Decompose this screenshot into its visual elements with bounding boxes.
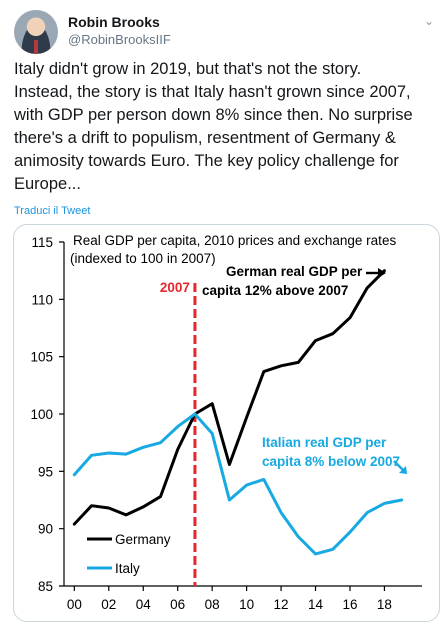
annotation-germany-line: capita 12% above 2007 [202, 283, 348, 298]
chart-axes: 85 90 95 100 105 110 115 00 02 04 06 08 10 12 14 16 18 [30, 235, 422, 612]
x-tick-label: 14 [308, 597, 324, 612]
annotation-italy-arrow [393, 460, 404, 471]
author-handle[interactable]: @RobinBrooksIIF [68, 32, 171, 47]
reference-line-label: 2007 [160, 280, 190, 295]
x-tick-label: 00 [67, 597, 82, 612]
x-tick-label: 06 [170, 597, 185, 612]
x-tick-label: 10 [239, 597, 254, 612]
y-tick-label: 110 [31, 292, 53, 307]
chart-title: Real GDP per capita, 2010 prices and exc… [73, 233, 396, 248]
chart-subtitle: (indexed to 100 in 2007) [70, 251, 216, 266]
tweet-header: Robin Brooks @RobinBrooksIIF ⌄ [14, 10, 434, 54]
series-group [72, 269, 404, 556]
y-tick-label: 105 [30, 350, 53, 365]
tweet-media-chart[interactable]: 85 90 95 100 105 110 115 00 02 04 06 08 10 12 14 16 18 2… [13, 224, 440, 622]
reference-line-group: 2007 [160, 280, 197, 586]
legend: Germany Italy [87, 532, 171, 576]
x-tick-label: 12 [274, 597, 289, 612]
x-tick-label: 08 [205, 597, 220, 612]
x-tick-label: 16 [342, 597, 357, 612]
annotation-italy-arrowhead [399, 466, 407, 474]
avatar-tie [34, 40, 38, 54]
author-name[interactable]: Robin Brooks [68, 14, 160, 30]
gdp-chart: 85 90 95 100 105 110 115 00 02 04 06 08 10 12 14 16 18 2… [30, 233, 422, 612]
annotations-group: German real GDP per capita 12% above 2007… [202, 264, 407, 474]
legend-label-germany: Germany [115, 532, 171, 547]
x-tick-label: 04 [136, 597, 152, 612]
y-tick-label: 95 [38, 464, 53, 479]
annotation-germany-arrowhead [378, 268, 386, 278]
y-tick-label: 100 [30, 407, 53, 422]
annotation-italy-line: Italian real GDP per [262, 435, 387, 450]
legend-label-italy: Italy [115, 561, 140, 576]
annotation-germany-line: German real GDP per [226, 264, 363, 279]
x-tick-label: 18 [377, 597, 392, 612]
avatar[interactable] [14, 10, 58, 54]
chevron-down-icon[interactable]: ⌄ [423, 14, 434, 28]
y-tick-label: 85 [38, 579, 53, 594]
translate-tweet-link[interactable]: Traduci il Tweet [14, 205, 91, 217]
series-line-italy [72, 412, 404, 556]
y-tick-label: 115 [31, 235, 53, 250]
series-line-germany [72, 269, 386, 526]
x-tick-label: 02 [101, 597, 116, 612]
y-tick-label: 90 [38, 522, 53, 537]
annotation-italy-line: capita 8% below 2007 [262, 454, 400, 469]
tweet-text: Italy didn't grow in 2019, but that's no… [14, 60, 413, 193]
